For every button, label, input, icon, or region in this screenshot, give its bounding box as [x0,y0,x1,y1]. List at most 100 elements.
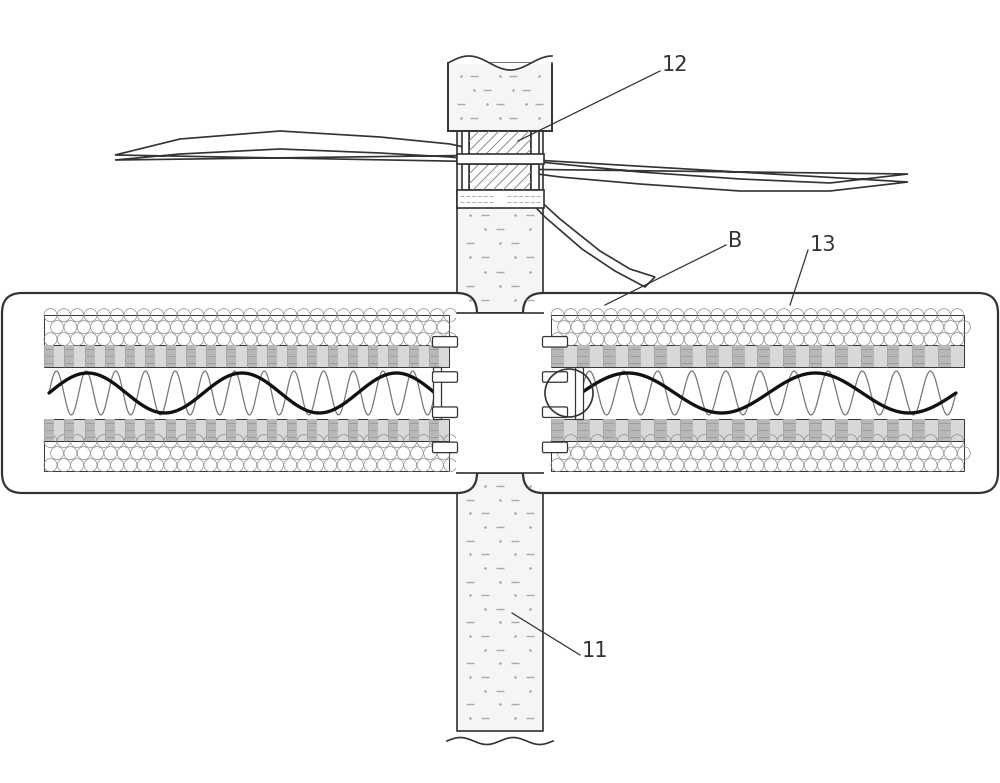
Bar [125,345,135,367]
Bar [44,441,449,471]
Bar [307,345,317,367]
Bar [861,419,874,441]
Bar [388,419,398,441]
Bar [783,345,796,367]
Bar [628,345,641,367]
Bar [44,419,449,441]
Bar [551,441,964,471]
Bar [348,345,358,367]
Bar [531,131,538,157]
Bar [287,419,297,441]
FancyBboxPatch shape [433,337,458,347]
Bar [85,419,95,441]
Bar [861,345,874,367]
Text: 11: 11 [582,641,608,661]
Bar [145,419,155,441]
FancyBboxPatch shape [543,337,568,347]
Text: 13: 13 [810,235,836,255]
Bar [206,419,216,441]
Bar [706,419,719,441]
Bar [457,313,543,473]
Bar [457,131,543,313]
Bar [433,367,441,419]
Bar [551,345,564,367]
Bar [462,164,469,190]
Bar [409,419,419,441]
Bar [328,419,338,441]
Bar [809,345,822,367]
Bar [706,345,719,367]
FancyBboxPatch shape [543,407,568,417]
Bar [457,313,543,473]
Bar [409,345,419,367]
Bar [809,419,822,441]
Bar [64,419,74,441]
Bar [125,419,135,441]
Bar [186,419,196,441]
Bar [732,419,745,441]
Bar [44,345,449,367]
Bar [166,345,176,367]
Bar [247,419,257,441]
FancyBboxPatch shape [433,372,458,382]
FancyBboxPatch shape [543,372,568,382]
Bar [44,419,54,441]
Bar [835,419,848,441]
Bar [680,419,693,441]
Bar [551,345,964,367]
Bar [368,345,378,367]
Bar [654,345,667,367]
Bar [577,419,590,441]
Bar [758,345,770,367]
Bar [783,419,796,441]
Bar [226,345,236,367]
Bar [85,345,95,367]
Bar [457,190,544,208]
Text: 12: 12 [662,55,688,75]
Bar [758,419,770,441]
Bar [603,345,616,367]
Bar [628,419,641,441]
Bar [887,345,899,367]
Bar [531,164,538,190]
Bar [388,345,398,367]
Bar [328,345,338,367]
Bar [105,345,115,367]
Bar [429,345,439,367]
Bar [186,345,196,367]
Bar [938,345,951,367]
Bar [457,473,543,731]
Bar [680,345,693,367]
Bar [206,345,216,367]
Bar [938,419,951,441]
Bar [287,345,297,367]
Bar [551,315,964,345]
Bar [912,419,925,441]
FancyBboxPatch shape [433,407,458,417]
Bar [457,154,544,164]
Bar [247,345,257,367]
Bar [551,419,964,441]
FancyBboxPatch shape [2,293,477,493]
Bar [166,419,176,441]
Bar [456,314,544,472]
Bar [577,345,590,367]
Bar [64,345,74,367]
Bar [145,345,155,367]
Bar [105,419,115,441]
Bar [603,419,616,441]
Bar [469,131,531,157]
Bar [912,345,925,367]
Text: B: B [728,231,742,251]
Bar [368,419,378,441]
Bar [469,164,531,190]
Bar [307,419,317,441]
Bar [267,345,277,367]
Bar [348,419,358,441]
Bar [654,419,667,441]
Bar [267,419,277,441]
Bar [226,419,236,441]
Bar [732,345,745,367]
Bar [429,419,439,441]
Bar [575,367,583,419]
